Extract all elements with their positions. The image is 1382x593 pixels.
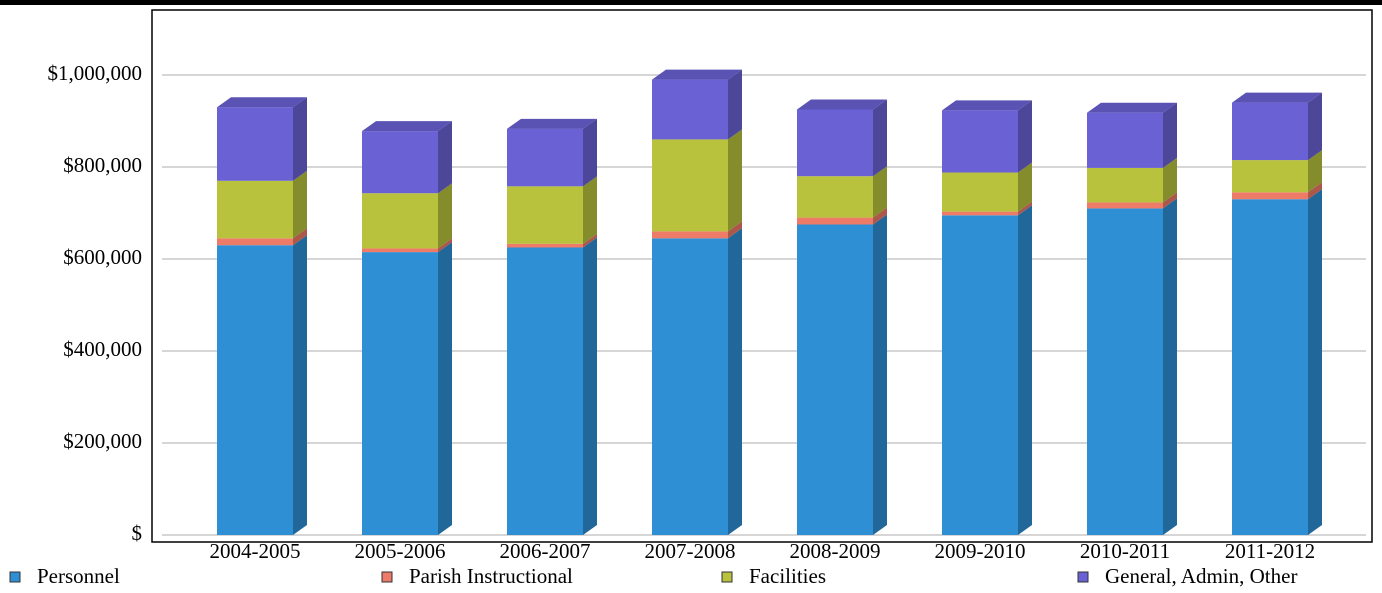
bar-side (293, 235, 307, 535)
bar (507, 243, 583, 248)
bar (942, 110, 1018, 173)
bar-side (1018, 205, 1032, 536)
bar (652, 238, 728, 536)
bar (507, 247, 583, 535)
bar (217, 238, 293, 246)
bar (507, 186, 583, 244)
legend-label: General, Admin, Other (1105, 564, 1297, 588)
bar-side (293, 228, 307, 246)
bar-side (583, 118, 597, 187)
bar-side (583, 233, 597, 248)
bar-top (1087, 102, 1177, 113)
y-tick-label: $400,000 (63, 337, 142, 361)
bar (1087, 208, 1163, 535)
bar (362, 193, 438, 249)
bar (1087, 167, 1163, 203)
bar-side (873, 207, 887, 225)
bar-side (873, 99, 887, 177)
x-tick-label: 2004-2005 (210, 539, 301, 563)
bar (1087, 202, 1163, 209)
bar-side (583, 237, 597, 535)
bar-side (1308, 182, 1322, 200)
y-tick-label: $600,000 (63, 245, 142, 269)
bar (362, 252, 438, 535)
bar-side (293, 170, 307, 239)
bar (1232, 160, 1308, 193)
bar-side (1163, 102, 1177, 168)
legend-swatch (9, 571, 21, 583)
y-tick-label: $1,000,000 (48, 61, 143, 85)
bar-side (438, 238, 452, 253)
bar-side (728, 69, 742, 140)
bar-side (1018, 162, 1032, 212)
bar-side (728, 221, 742, 239)
bar-side (1163, 192, 1177, 209)
x-tick-label: 2006-2007 (500, 539, 591, 563)
bar-side (293, 97, 307, 181)
bar-side (438, 242, 452, 535)
bar-side (1018, 201, 1032, 216)
y-tick-label: $ (132, 521, 143, 545)
bar-side (438, 121, 452, 194)
bar (507, 128, 583, 187)
bar-top (942, 100, 1032, 111)
legend-swatch (381, 571, 393, 583)
bar-side (1163, 198, 1177, 535)
x-tick-label: 2011-2012 (1225, 539, 1315, 563)
x-tick-label: 2009-2010 (935, 539, 1026, 563)
bar-top (652, 69, 742, 80)
bar (652, 139, 728, 232)
legend-swatch (1077, 571, 1089, 583)
bar (362, 131, 438, 194)
bar-side (1018, 100, 1032, 173)
y-tick-label: $200,000 (63, 429, 142, 453)
bar-side (1308, 189, 1322, 535)
x-tick-label: 2010-2011 (1080, 539, 1170, 563)
bar-side (873, 214, 887, 535)
bar (797, 176, 873, 218)
legend-label: Parish Instructional (409, 564, 573, 588)
bar-top (507, 118, 597, 129)
bar (942, 172, 1018, 212)
bar (797, 217, 873, 225)
bar-side (583, 176, 597, 244)
bar (942, 215, 1018, 536)
x-tick-label: 2007-2008 (645, 539, 736, 563)
legend-label: Facilities (749, 564, 826, 588)
bar (1232, 102, 1308, 161)
bar (797, 109, 873, 177)
bar (1087, 112, 1163, 168)
legend-label: Personnel (37, 564, 120, 588)
bar-side (1308, 150, 1322, 193)
bar (797, 224, 873, 535)
bar-side (438, 183, 452, 249)
bar (1232, 199, 1308, 535)
bar-side (1308, 92, 1322, 161)
bar (652, 79, 728, 140)
bar-top (362, 121, 452, 132)
bar-top (1232, 92, 1322, 103)
bar-top (217, 97, 307, 108)
bar-side (873, 166, 887, 218)
bar (942, 211, 1018, 216)
bar (362, 248, 438, 253)
legend-swatch (721, 571, 733, 583)
bar-side (728, 129, 742, 232)
bar (217, 180, 293, 239)
x-tick-label: 2008-2009 (790, 539, 881, 563)
plot-frame (151, 9, 1373, 543)
bar (217, 245, 293, 535)
bar-top (797, 99, 887, 110)
bar-side (728, 228, 742, 536)
bar (1232, 192, 1308, 200)
bar (652, 231, 728, 239)
top-bar (0, 0, 1382, 5)
y-tick-label: $800,000 (63, 153, 142, 177)
x-tick-label: 2005-2006 (355, 539, 446, 563)
bar-side (1163, 157, 1177, 203)
bar (217, 107, 293, 181)
